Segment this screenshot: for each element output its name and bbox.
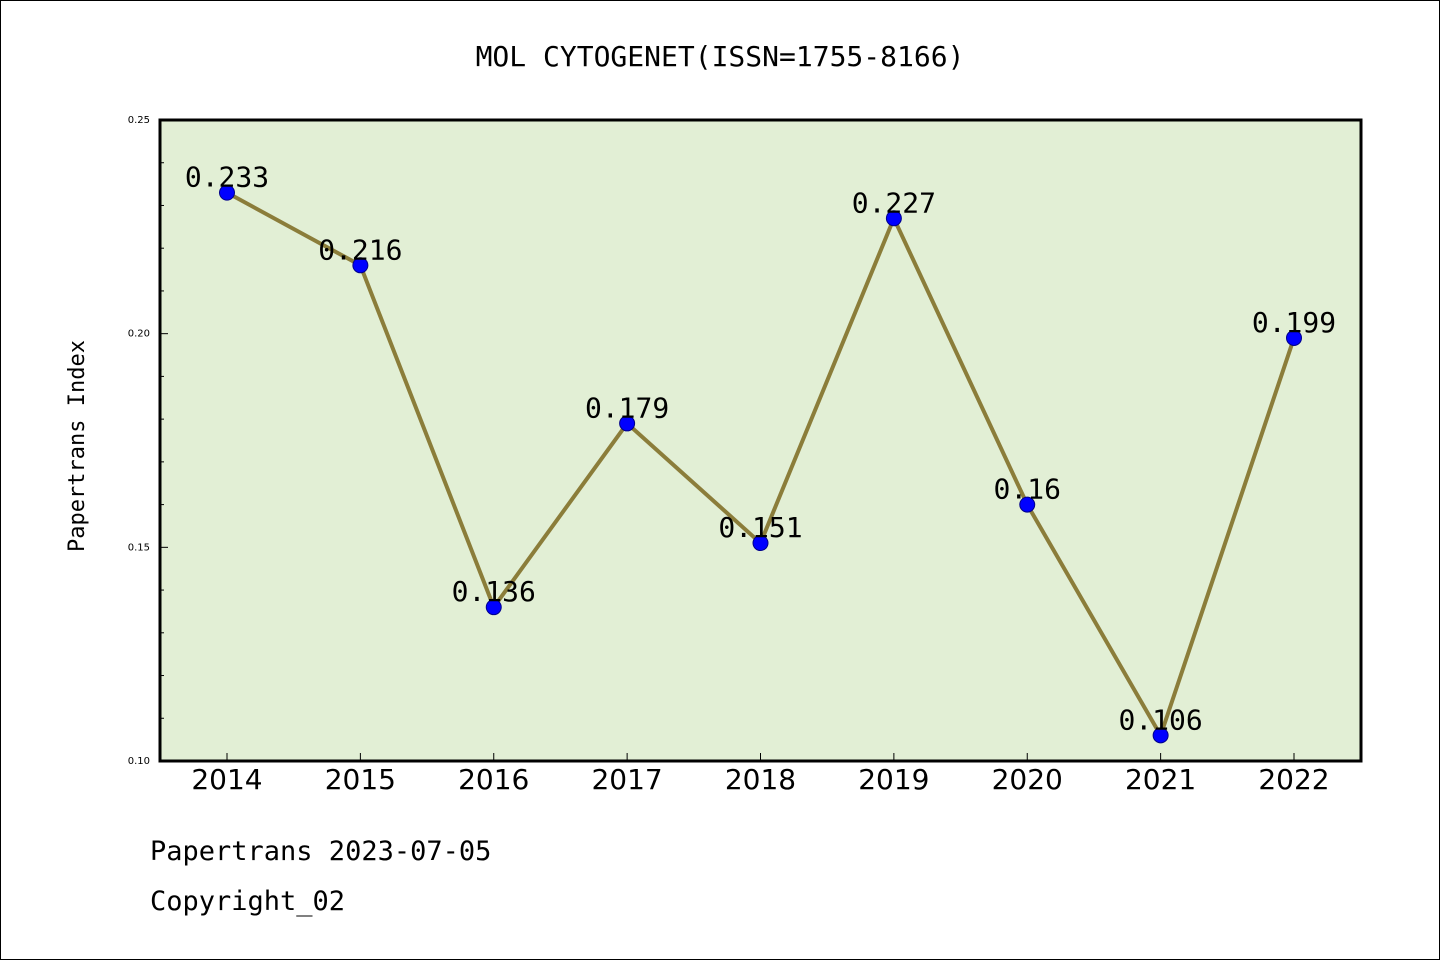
markers-group xyxy=(219,184,1302,744)
data-point xyxy=(219,184,235,201)
data-label: 0.151 xyxy=(718,511,802,544)
x-axis-ticks: 2014 2015 2016 2017 2018 2019 2020 2021 2022 xyxy=(191,753,1330,796)
x-tick-label: 2018 xyxy=(725,763,796,796)
y-tick-label: 0.20 xyxy=(128,329,150,340)
data-label: 0.227 xyxy=(852,186,936,219)
x-tick-label: 2022 xyxy=(1258,763,1329,796)
data-label: 0.216 xyxy=(318,233,402,266)
data-label: 0.106 xyxy=(1118,703,1202,736)
x-tick-label: 2014 xyxy=(191,763,262,796)
x-tick-label: 2015 xyxy=(325,763,396,796)
chart-title: MOL CYTOGENET(ISSN=1755-8166) xyxy=(476,40,965,73)
plot-area xyxy=(158,118,1363,763)
data-point xyxy=(485,599,502,616)
data-point xyxy=(1019,496,1036,513)
x-tick-label: 2020 xyxy=(992,763,1063,796)
data-labels-group: 0.233 0.216 0.136 0.179 0.151 0.227 0.16 0.106 0… xyxy=(185,161,1336,737)
x-tick-label: 2021 xyxy=(1125,763,1196,796)
data-label: 0.233 xyxy=(185,161,269,194)
x-tick-label: 2016 xyxy=(458,763,529,796)
y-axis-ticks: 0.10 0.15 0.20 0.25 xyxy=(128,115,168,767)
data-point xyxy=(1152,727,1169,744)
data-label: 0.179 xyxy=(585,391,669,424)
data-label: 0.16 xyxy=(994,473,1061,506)
data-point xyxy=(885,210,902,227)
y-tick-label: 0.25 xyxy=(128,115,150,126)
footer-copyright: Copyright_02 xyxy=(150,886,346,917)
y-axis-label: Papertrans Index xyxy=(65,340,90,552)
y-tick-label: 0.10 xyxy=(128,756,150,767)
data-label: 0.136 xyxy=(452,575,536,608)
data-point xyxy=(1286,329,1302,346)
y-tick-label: 0.15 xyxy=(128,542,150,553)
data-label: 0.199 xyxy=(1252,306,1336,339)
x-tick-label: 2019 xyxy=(858,763,929,796)
footer-source: Papertrans 2023-07-05 xyxy=(150,836,492,867)
data-point xyxy=(352,257,369,274)
x-tick-label: 2017 xyxy=(591,763,662,796)
data-point xyxy=(619,415,636,432)
data-point xyxy=(752,535,769,552)
